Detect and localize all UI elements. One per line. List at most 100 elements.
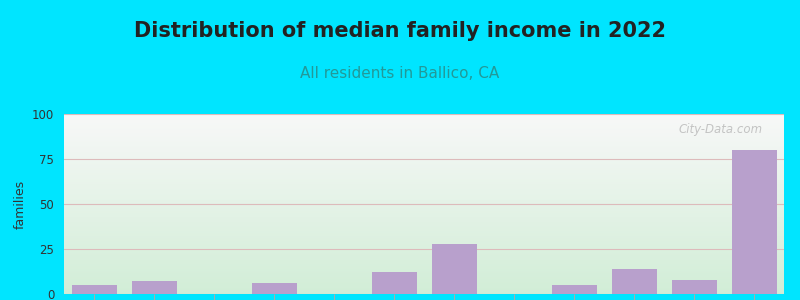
Bar — [64, 129, 784, 130]
Bar — [64, 145, 784, 146]
Bar — [64, 161, 784, 162]
Bar — [64, 243, 784, 244]
Bar — [64, 130, 784, 131]
Bar — [64, 128, 784, 129]
Bar — [64, 172, 784, 173]
Bar — [64, 182, 784, 183]
Bar — [64, 262, 784, 263]
Bar — [64, 192, 784, 193]
Bar — [64, 236, 784, 237]
Bar — [64, 247, 784, 248]
Bar — [64, 283, 784, 284]
Bar — [64, 135, 784, 136]
Bar — [64, 207, 784, 208]
Bar — [64, 221, 784, 222]
Bar — [64, 253, 784, 254]
Bar — [64, 123, 784, 124]
Bar — [64, 204, 784, 205]
Bar — [64, 118, 784, 119]
Bar — [64, 174, 784, 175]
Bar — [64, 173, 784, 174]
Bar — [64, 229, 784, 230]
Bar — [64, 246, 784, 247]
Bar — [64, 227, 784, 228]
Bar — [64, 168, 784, 169]
Bar — [64, 166, 784, 167]
Bar — [71, 285, 117, 294]
Bar — [131, 281, 177, 294]
Bar — [64, 279, 784, 280]
Bar — [64, 143, 784, 144]
Bar — [64, 273, 784, 274]
Bar — [64, 190, 784, 191]
Bar — [64, 285, 784, 286]
Bar — [64, 293, 784, 294]
Bar — [251, 283, 297, 294]
Bar — [64, 237, 784, 238]
Bar — [64, 131, 784, 132]
Bar — [64, 157, 784, 158]
Bar — [64, 277, 784, 278]
Bar — [64, 244, 784, 245]
Bar — [64, 222, 784, 223]
Bar — [64, 220, 784, 221]
Bar — [551, 285, 597, 294]
Bar — [64, 278, 784, 279]
Bar — [64, 286, 784, 287]
Bar — [64, 268, 784, 269]
Bar — [64, 205, 784, 206]
Bar — [64, 150, 784, 151]
Bar — [64, 216, 784, 217]
Bar — [64, 134, 784, 135]
Bar — [64, 139, 784, 140]
Text: Distribution of median family income in 2022: Distribution of median family income in … — [134, 21, 666, 41]
Bar — [64, 119, 784, 120]
Bar — [64, 266, 784, 267]
Bar — [64, 184, 784, 185]
Bar — [64, 287, 784, 288]
Bar — [64, 214, 784, 215]
Bar — [64, 138, 784, 139]
Bar — [64, 238, 784, 239]
Bar — [64, 198, 784, 199]
Bar — [64, 200, 784, 201]
Bar — [64, 178, 784, 179]
Y-axis label: families: families — [14, 179, 26, 229]
Bar — [64, 213, 784, 214]
Bar — [64, 179, 784, 180]
Bar — [64, 264, 784, 265]
Bar — [64, 265, 784, 266]
Bar — [64, 271, 784, 272]
Bar — [64, 209, 784, 210]
Bar — [64, 242, 784, 243]
Bar — [64, 147, 784, 148]
Bar — [64, 189, 784, 190]
Bar — [64, 121, 784, 122]
Bar — [64, 202, 784, 203]
Bar — [64, 217, 784, 218]
Bar — [64, 164, 784, 165]
Bar — [64, 133, 784, 134]
Bar — [64, 149, 784, 150]
Bar — [64, 292, 784, 293]
Bar — [64, 163, 784, 164]
Bar — [64, 228, 784, 229]
Bar — [64, 114, 784, 115]
Bar — [64, 186, 784, 187]
Bar — [64, 235, 784, 236]
Bar — [64, 223, 784, 224]
Bar — [64, 195, 784, 196]
Bar — [64, 180, 784, 181]
Bar — [64, 122, 784, 123]
Bar — [64, 269, 784, 270]
Bar — [731, 150, 777, 294]
Bar — [64, 210, 784, 211]
Bar — [64, 170, 784, 171]
Bar — [64, 126, 784, 127]
Bar — [64, 251, 784, 252]
Bar — [64, 117, 784, 118]
Bar — [64, 155, 784, 156]
Bar — [64, 171, 784, 172]
Bar — [64, 239, 784, 240]
Bar — [64, 225, 784, 226]
